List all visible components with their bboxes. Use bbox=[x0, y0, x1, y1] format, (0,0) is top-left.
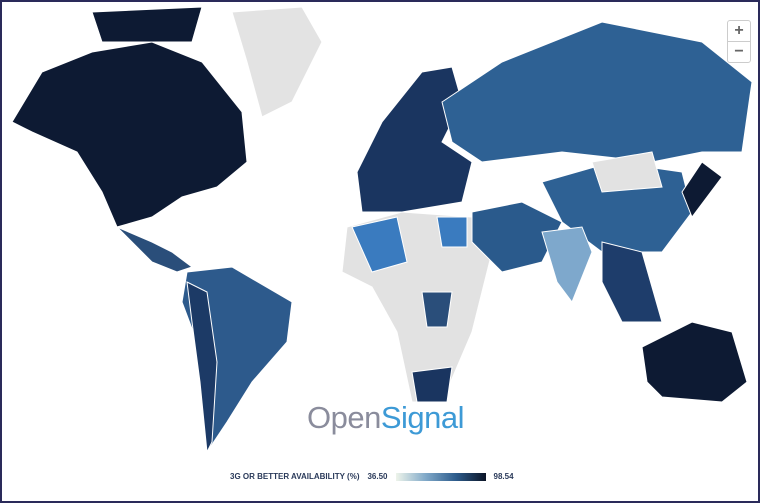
egypt bbox=[436, 216, 468, 248]
logo-signal: Signal bbox=[380, 400, 465, 435]
andes bbox=[186, 281, 218, 454]
greenland bbox=[231, 6, 323, 118]
zoom-out[interactable]: − bbox=[728, 41, 750, 62]
arctic-islands bbox=[91, 6, 203, 43]
algeria bbox=[351, 216, 408, 273]
india bbox=[541, 226, 593, 304]
central-america bbox=[116, 226, 194, 273]
drc bbox=[421, 291, 453, 328]
legend-max: 98.54 bbox=[493, 472, 514, 481]
zoom-control: + − bbox=[727, 20, 751, 63]
legend-min: 36.50 bbox=[367, 472, 388, 481]
legend-title: 3G OR BETTER AVAILABILITY (%) bbox=[230, 472, 360, 481]
mongolia bbox=[591, 151, 663, 193]
russia bbox=[441, 21, 753, 163]
legend: 3G OR BETTER AVAILABILITY (%) 36.50 98.5… bbox=[230, 472, 514, 481]
logo-open: Open bbox=[307, 400, 381, 435]
north-america bbox=[11, 41, 248, 228]
southeast-asia bbox=[601, 241, 663, 323]
australia bbox=[641, 321, 748, 403]
zoom-in[interactable]: + bbox=[734, 22, 744, 39]
legend-gradient bbox=[395, 472, 486, 481]
logo: OpenSignal bbox=[307, 400, 465, 436]
japan bbox=[681, 161, 723, 219]
south-africa bbox=[411, 366, 453, 403]
middle-east bbox=[471, 201, 563, 273]
